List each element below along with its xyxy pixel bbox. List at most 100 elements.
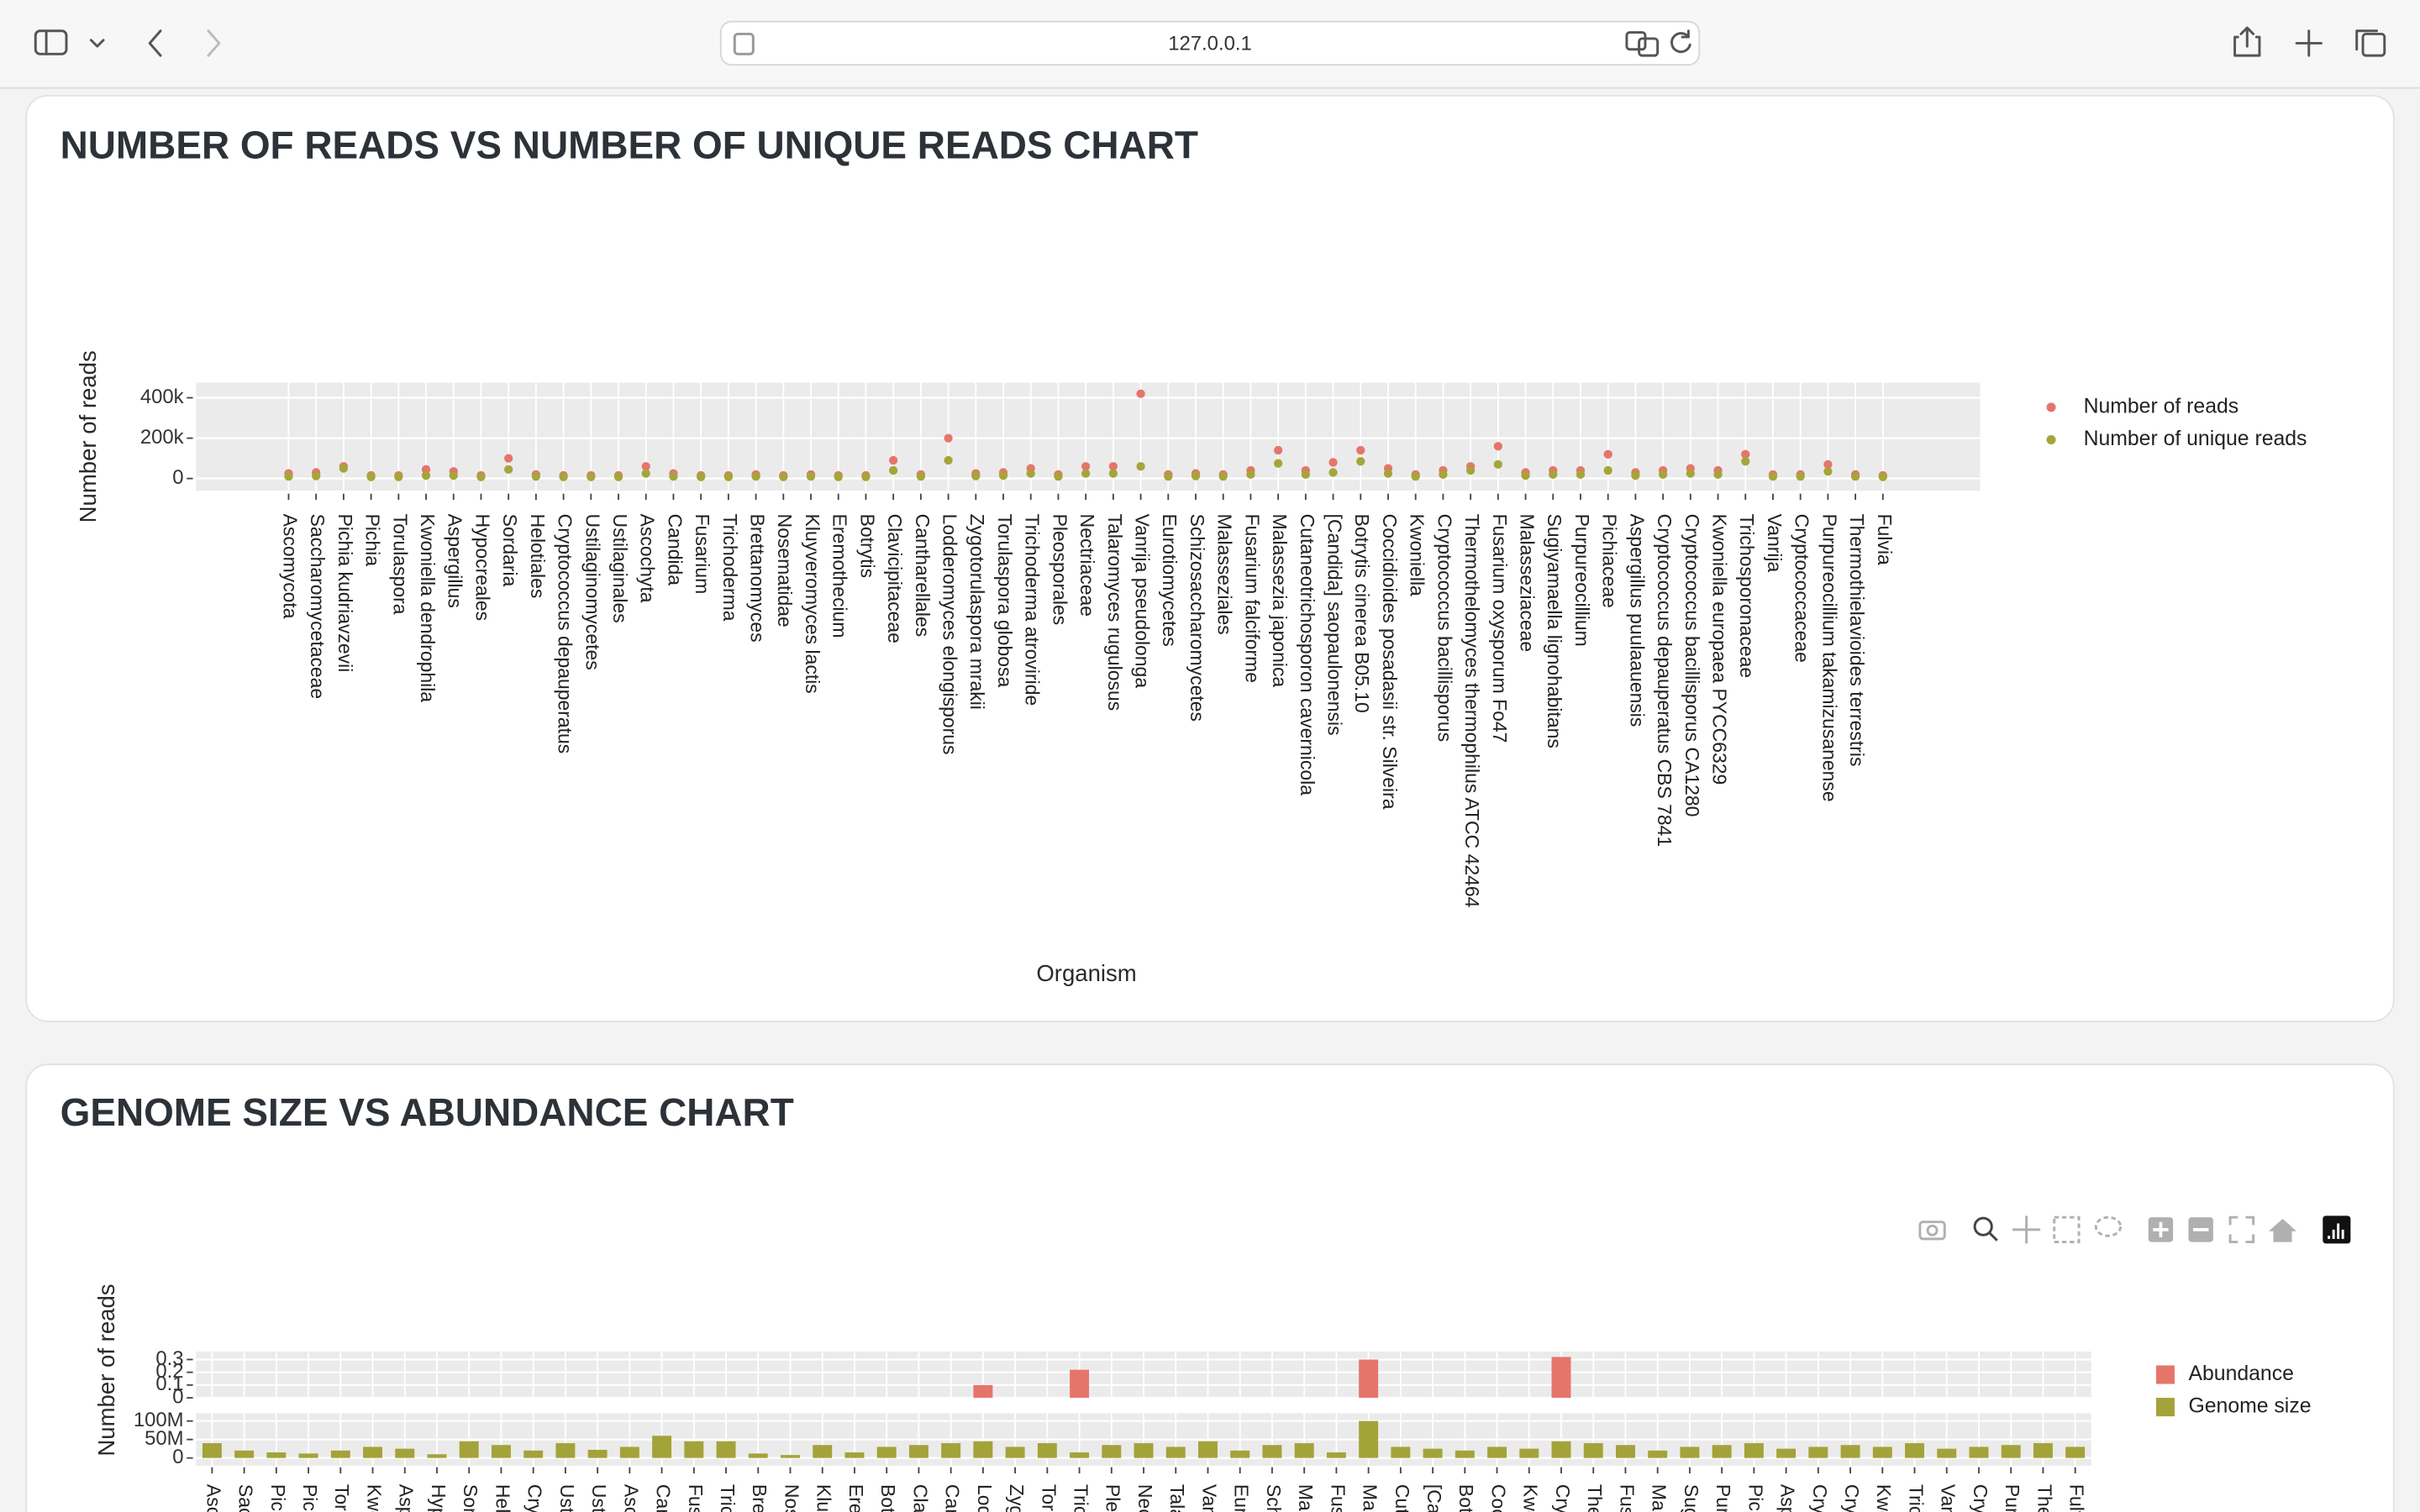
bar [2001, 1445, 2021, 1458]
x-tick-label: Lodderomyces elongisporus [939, 514, 961, 755]
x-tick-label: Cryptococcus depauperatus [555, 514, 576, 754]
bar [459, 1441, 479, 1458]
bar [1070, 1369, 1090, 1399]
x-tick-label: Vanrija pseudolonga [1198, 1484, 1220, 1512]
point [1356, 457, 1365, 466]
bar [1165, 1446, 1186, 1458]
y-tick-label: 400k [140, 386, 184, 408]
autoscale-button[interactable] [2228, 1215, 2255, 1244]
x-tick-label: Ascomycota [203, 1484, 224, 1512]
x-tick-label: Coccidioides posadasii str. Silveira [1487, 1484, 1509, 1512]
x-tick-label: Sordaria [499, 514, 521, 587]
card [25, 94, 2395, 1022]
point [1493, 459, 1502, 469]
x-tick-label: Fusarium [692, 514, 713, 595]
point [1328, 468, 1338, 477]
x-tick-label: Pleosporales [1102, 1484, 1124, 1512]
point [779, 472, 788, 481]
x-tick-label: Vanrija [1764, 514, 1786, 573]
bar [652, 1436, 672, 1458]
x-tick-label: Thermothielavioides terrestris [1846, 514, 1868, 767]
y-tick-label: 0.2 [155, 1360, 183, 1383]
x-tick-label: Saccharomycetaceae [235, 1484, 257, 1512]
point [1493, 442, 1502, 451]
point [916, 472, 926, 481]
x-tick-label: Trichoderma atroviride [1071, 1484, 1092, 1512]
x-tick-label: Zygotorulaspora mrakii [1006, 1484, 1028, 1512]
x-tick-label: Sugiyamaella lignohabitans [1681, 1484, 1702, 1512]
x-tick-label: Vanrija [1938, 1484, 1960, 1512]
x-tick-label: Trichoderma [719, 514, 741, 622]
bar [1744, 1443, 1764, 1458]
point [476, 472, 486, 481]
point [1823, 459, 1833, 469]
point [449, 470, 458, 480]
x-tick-label: Cryptococcus depauperatus CBS 7841 [1654, 514, 1676, 848]
x-tick-label: Pichiaceae [1599, 514, 1621, 608]
zoom-button[interactable] [1973, 1216, 1998, 1242]
plotly-logo[interactable] [2323, 1215, 2351, 1244]
pan-button[interactable] [2012, 1215, 2041, 1244]
back-button[interactable] [148, 29, 162, 57]
point [723, 472, 734, 481]
lasso-button[interactable] [2094, 1215, 2123, 1237]
legend-marker [2046, 434, 2056, 444]
point [697, 472, 706, 481]
bar [781, 1455, 800, 1458]
new-tab-button[interactable] [2295, 29, 2323, 57]
point [339, 464, 349, 473]
x-tick-label: Zygotorulaspora mrakii [966, 514, 988, 710]
x-tick-label: Hypocreales [428, 1484, 450, 1512]
bar [427, 1454, 447, 1458]
legend-label: Abundance [2188, 1362, 2293, 1385]
point [284, 472, 293, 481]
camera-button[interactable] [1918, 1221, 1946, 1241]
box-select-button[interactable] [2053, 1215, 2081, 1244]
y-tick-label: 100M [134, 1409, 184, 1431]
tab-menu-button[interactable] [89, 39, 105, 48]
tabs-button[interactable] [2355, 29, 2386, 57]
zoom-in-button[interactable] [2148, 1217, 2174, 1242]
bar [1648, 1450, 1668, 1458]
point [641, 469, 650, 478]
x-tick-label: Kwoniella dendrophila [363, 1484, 385, 1512]
x-tick-label: Clavicipitaceae [884, 514, 906, 643]
x-tick-label: Clavicipitaceae [909, 1484, 931, 1512]
bar [1070, 1452, 1090, 1458]
point [421, 465, 431, 474]
point [1878, 472, 1887, 481]
x-tick-label: [Candida] saopaulonensis [1423, 1484, 1445, 1512]
x-tick-label: Thermothielavioides terrestris [2033, 1484, 2055, 1512]
y-tick-label: 0 [172, 466, 183, 489]
x-tick-label: Schizosaccharomycetes [1186, 514, 1208, 722]
address-bar[interactable] [719, 20, 1701, 66]
point [1658, 470, 1668, 479]
bar [1487, 1446, 1507, 1458]
bar [1005, 1446, 1025, 1458]
reload-button[interactable] [1670, 29, 1691, 54]
x-tick-label: Torulaspora globosa [994, 514, 1016, 688]
zoom-out-button[interactable] [2188, 1217, 2213, 1242]
bar [1615, 1445, 1635, 1458]
bar [1198, 1441, 1218, 1458]
x-tick-label: Cantharellales [942, 1484, 964, 1512]
bar [491, 1445, 511, 1458]
x-tick-label: Hypocreales [471, 514, 493, 622]
bar [1905, 1443, 1924, 1458]
x-tick-label: Pichiaceae [1744, 1484, 1766, 1512]
x-tick-label: Aspergillus puulaauensis [1626, 514, 1648, 727]
x-tick-label: Aspergillus [396, 1484, 418, 1512]
sidebar-button[interactable] [34, 29, 68, 55]
point [587, 472, 596, 481]
x-tick-label: Ustilaginales [609, 514, 631, 623]
x-tick-label: Kluyveromyces lactis [813, 1484, 835, 1512]
forward-button[interactable] [207, 29, 221, 57]
translate-button[interactable] [1625, 31, 1660, 57]
x-tick-label: Cryptococcus bacillisporus [1552, 1484, 1574, 1512]
point [1356, 445, 1365, 455]
share-button[interactable] [2233, 26, 2261, 57]
x-tick-label: Eurotiomycetes [1231, 1484, 1253, 1512]
reset-button[interactable] [2269, 1219, 2297, 1242]
x-tick-label: Purpureocillium takamizusanense [2002, 1484, 2023, 1512]
